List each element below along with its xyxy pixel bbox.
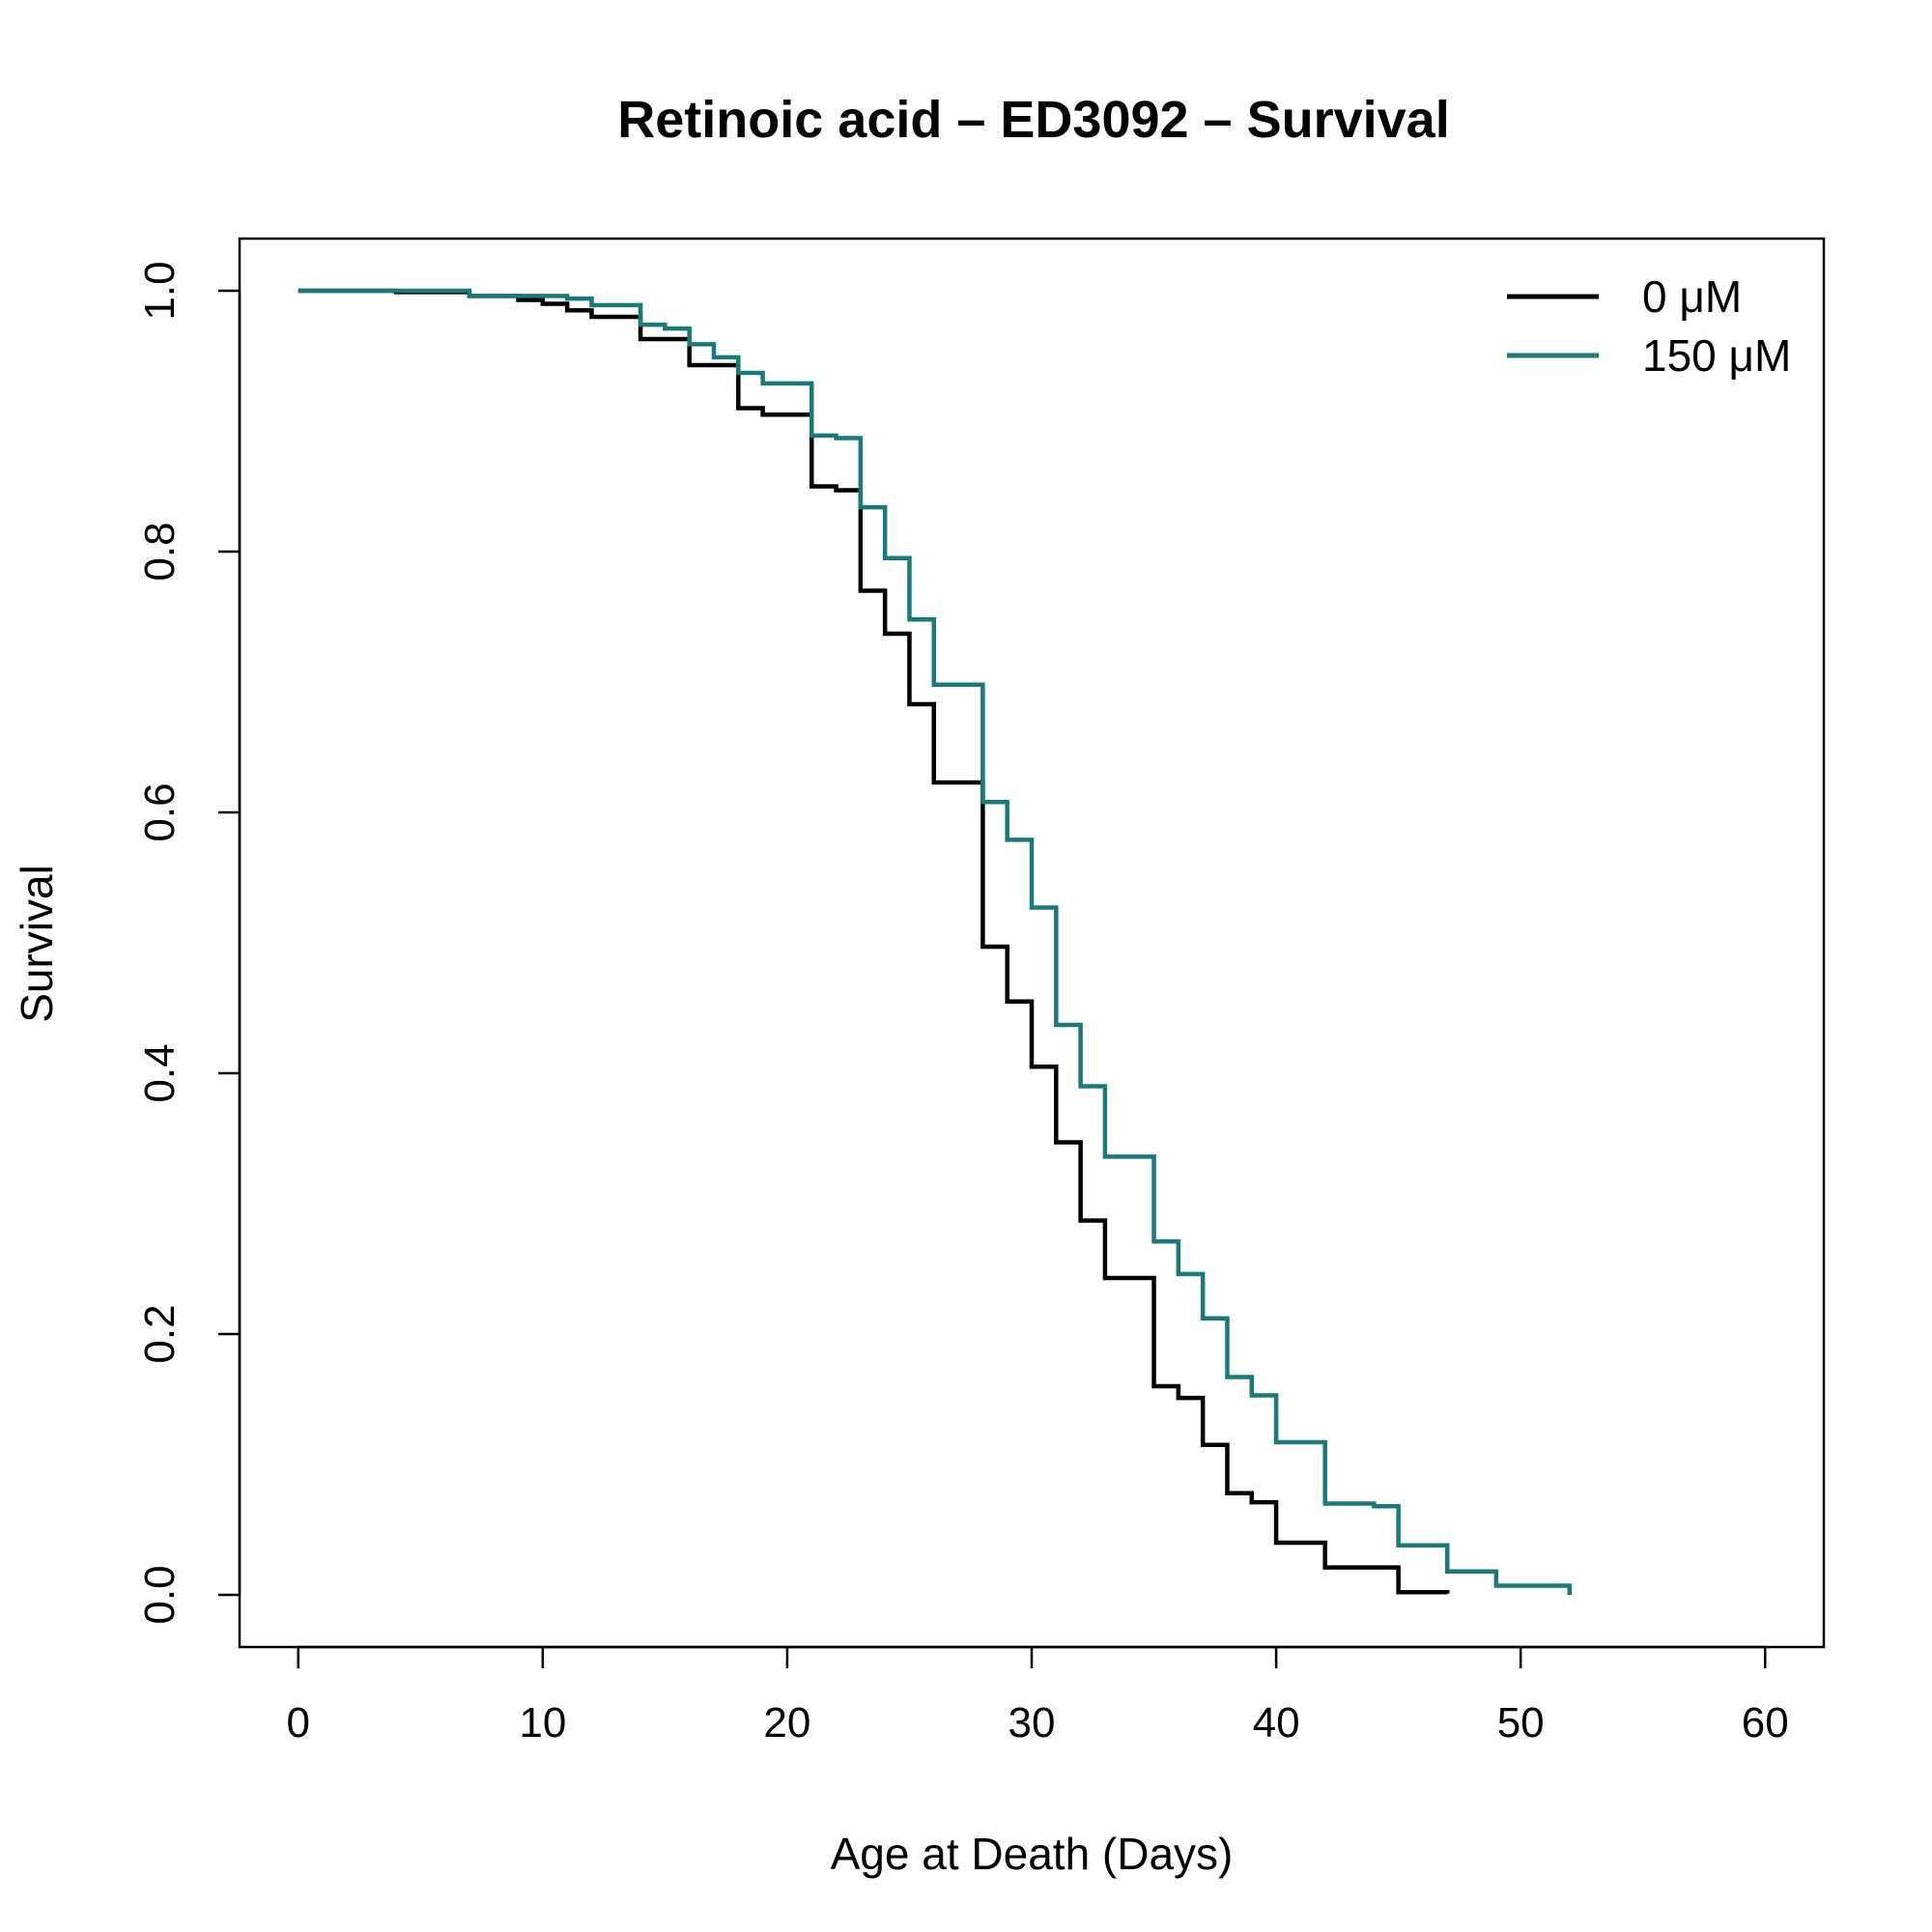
plot-frame <box>238 237 1826 1649</box>
legend: 0 μM 150 μM <box>1507 271 1791 381</box>
x-tick-label: 60 <box>1742 1699 1789 1747</box>
y-tick-label: 0.8 <box>136 522 184 581</box>
x-tick-label: 30 <box>1009 1699 1056 1747</box>
x-axis: 0 10 20 30 40 50 60 <box>286 1645 1789 1747</box>
x-tick-label: 10 <box>519 1699 566 1747</box>
y-tick-label: 0.6 <box>136 782 184 841</box>
x-tick-label: 50 <box>1497 1699 1545 1747</box>
x-axis-label: Age at Death (Days) <box>831 1829 1234 1879</box>
x-tick-label: 40 <box>1253 1699 1300 1747</box>
y-axis: 0.0 0.2 0.4 0.6 0.8 1.0 <box>136 261 242 1625</box>
y-tick-label: 0.0 <box>136 1565 184 1624</box>
legend-label: 150 μM <box>1642 330 1791 381</box>
y-tick-label: 1.0 <box>136 261 184 320</box>
y-tick-label: 0.2 <box>136 1304 184 1363</box>
x-tick-label: 0 <box>286 1699 309 1747</box>
x-tick-label: 20 <box>763 1699 810 1747</box>
chart-title: Retinoic acid – ED3092 – Survival <box>617 91 1449 149</box>
y-axis-label: Survival <box>12 865 62 1023</box>
series-line-treatment <box>298 288 1573 1595</box>
series-line-control <box>298 288 1450 1595</box>
y-tick-label: 0.4 <box>136 1043 184 1102</box>
legend-label: 0 μM <box>1642 271 1742 322</box>
series-layer <box>298 288 1573 1595</box>
